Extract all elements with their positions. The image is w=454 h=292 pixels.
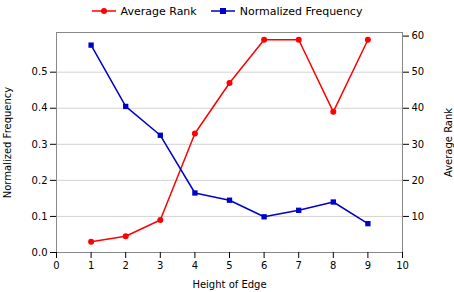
html-text:Normalized Frequency: Normalized Frequency xyxy=(239,4,363,18)
svg-text:8: 8 xyxy=(330,260,336,271)
svg-text:7: 7 xyxy=(296,260,302,271)
svg-text:0.1: 0.1 xyxy=(32,211,48,222)
svg-text:50: 50 xyxy=(412,66,425,77)
svg-text:60: 60 xyxy=(412,30,425,41)
svg-text:0.2: 0.2 xyxy=(32,175,48,186)
html-text:Average Rank: Average Rank xyxy=(120,4,197,18)
svg-text:0.0: 0.0 xyxy=(32,247,48,258)
svg-text:40: 40 xyxy=(412,102,425,113)
svg-text:5: 5 xyxy=(226,260,232,271)
svg-text:0.4: 0.4 xyxy=(32,102,48,113)
svg-text:0: 0 xyxy=(53,260,59,271)
svg-text:9: 9 xyxy=(365,260,371,271)
svg-text:4: 4 xyxy=(192,260,198,271)
svg-text:Average Rank: Average Rank xyxy=(443,108,454,177)
svg-text:30: 30 xyxy=(412,139,425,150)
svg-text:10: 10 xyxy=(396,260,409,271)
svg-text:3: 3 xyxy=(157,260,163,271)
svg-text:10: 10 xyxy=(412,211,425,222)
svg-text:Normalized Frequency: Normalized Frequency xyxy=(2,87,13,199)
svg-text:2: 2 xyxy=(123,260,129,271)
svg-text:20: 20 xyxy=(412,175,425,186)
svg-text:6: 6 xyxy=(261,260,267,271)
svg-text:0.5: 0.5 xyxy=(32,66,48,77)
svg-text:Height of Edge: Height of Edge xyxy=(192,279,266,290)
svg-text:0.3: 0.3 xyxy=(32,139,48,150)
svg-text:1: 1 xyxy=(88,260,94,271)
